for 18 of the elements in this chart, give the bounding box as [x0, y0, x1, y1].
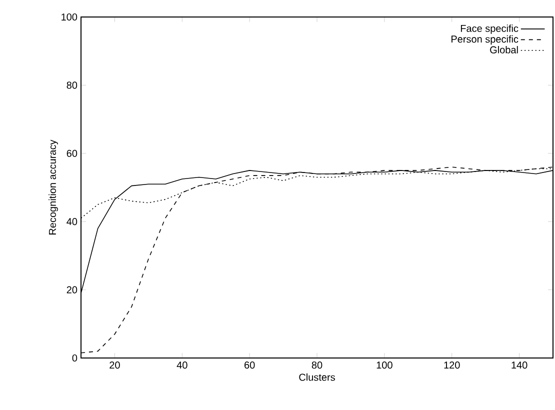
y-tick-label: 0 [72, 354, 78, 362]
legend-label: Global [490, 46, 518, 54]
y-axis-title: Recognition accuracy [48, 140, 58, 234]
legend-label: Person specific [452, 35, 518, 45]
x-tick-label: 140 [512, 362, 528, 369]
x-tick-label: 60 [244, 362, 255, 369]
legend-label: Face specific [460, 24, 518, 34]
y-tick-label: 80 [66, 82, 78, 89]
y-tick-label: 20 [66, 286, 78, 294]
x-tick-label: 100 [376, 362, 392, 369]
x-tick-label: 20 [110, 362, 120, 369]
x-tick-label: 120 [444, 362, 460, 369]
y-tick-label: 60 [66, 150, 78, 157]
x-tick-label: 80 [312, 362, 322, 369]
y-tick-label: 40 [66, 218, 78, 226]
y-tick-label: 100 [62, 13, 78, 21]
x-tick-label: 40 [176, 362, 188, 369]
x-axis-title: Clusters [299, 373, 335, 381]
